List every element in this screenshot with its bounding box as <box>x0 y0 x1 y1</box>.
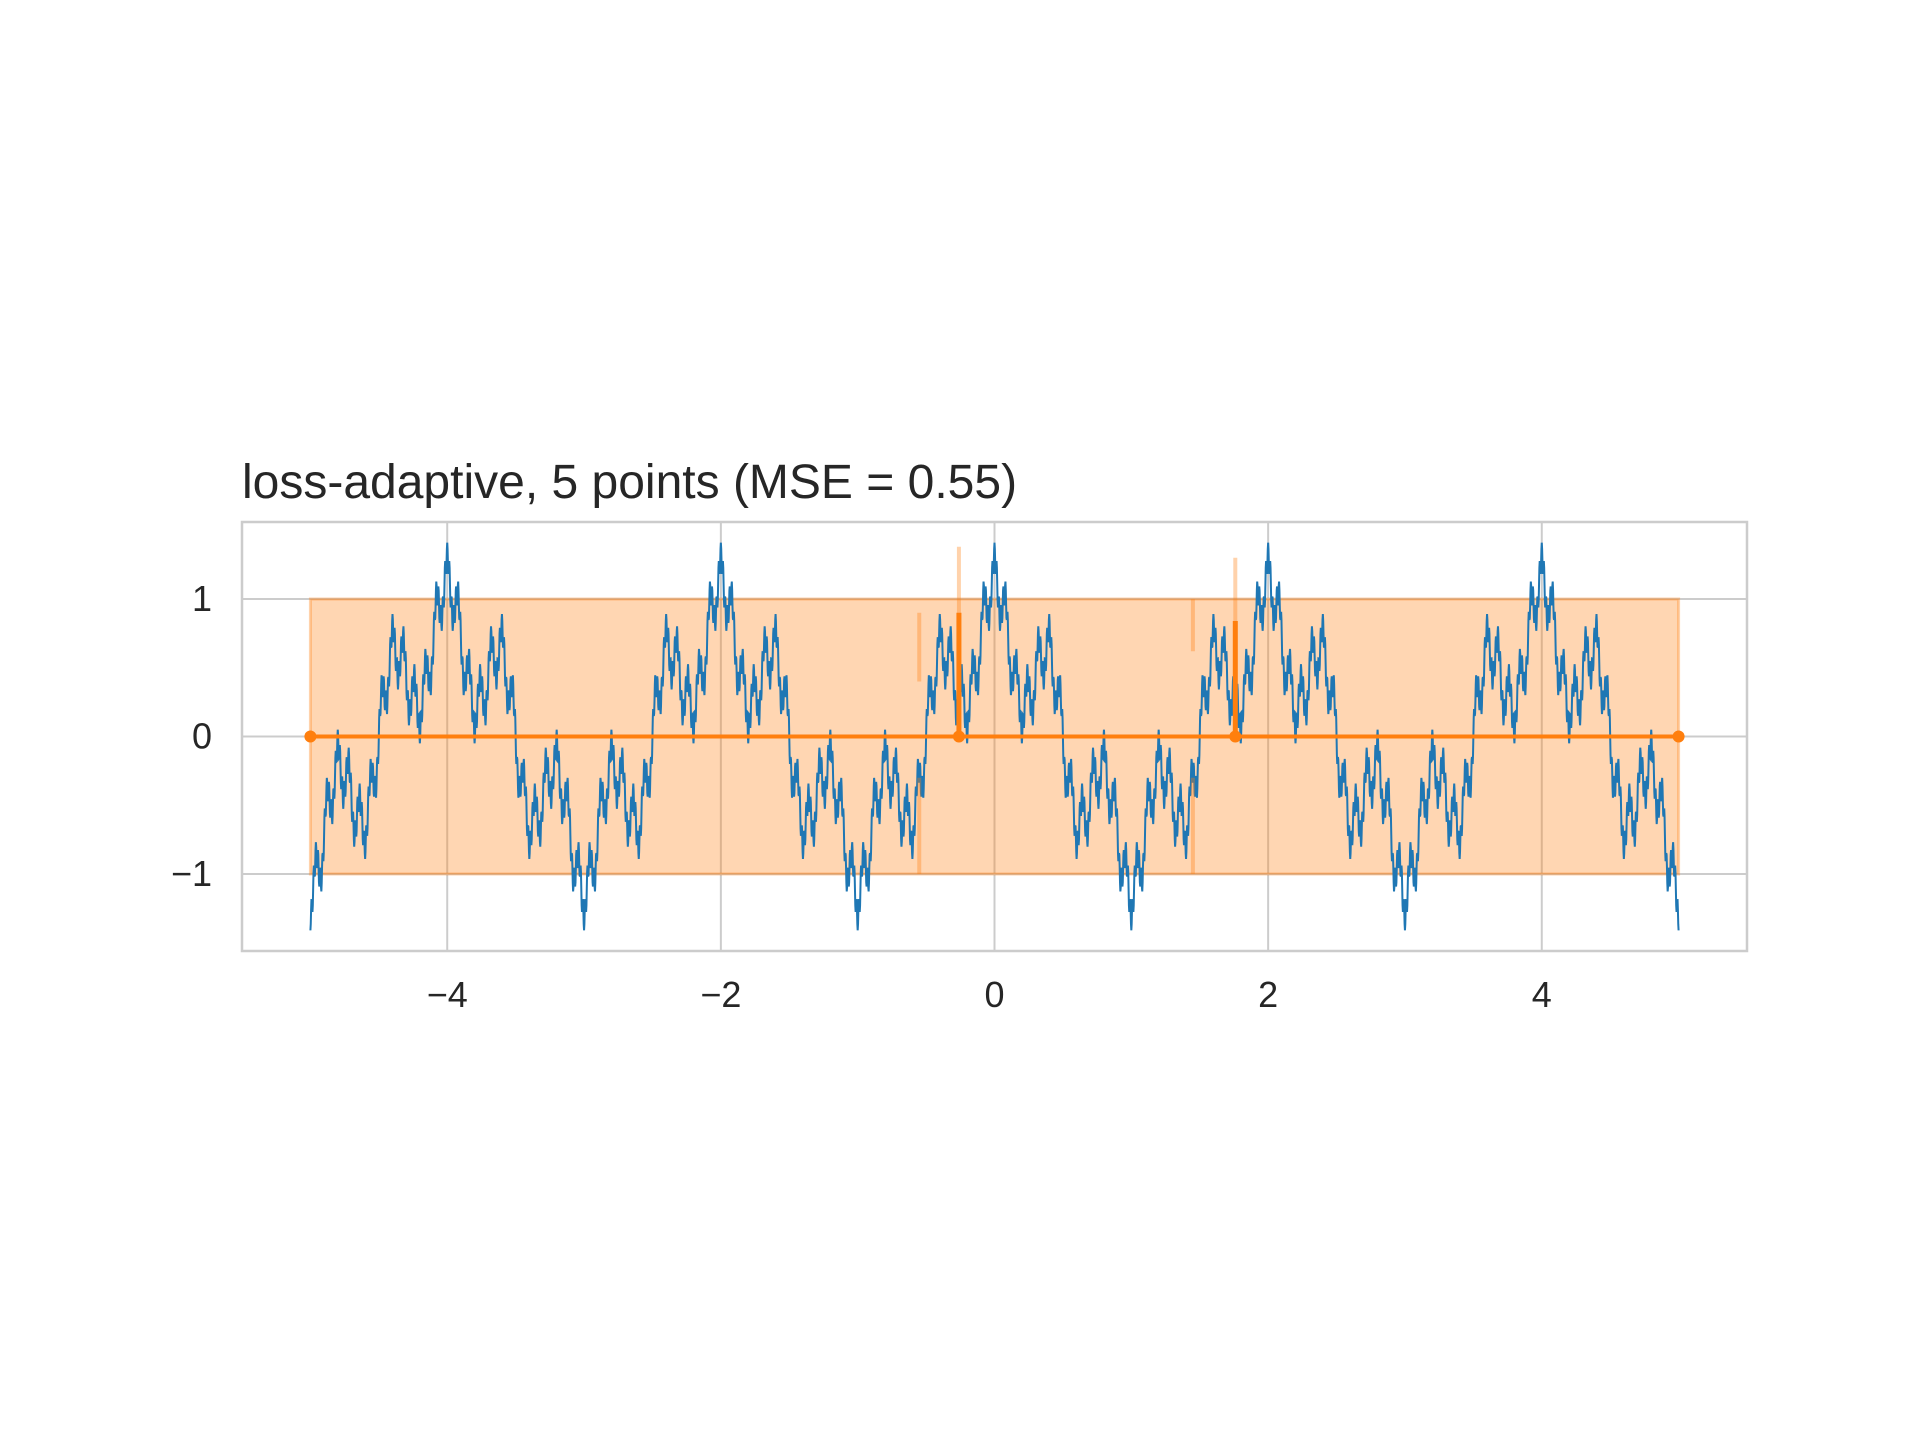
x-tick-label: 0 <box>984 974 1004 1015</box>
model-series <box>304 546 1685 874</box>
y-axis-ticks: −1 0 1 <box>171 578 212 894</box>
model-point <box>1229 730 1242 743</box>
true-function-line <box>309 542 1680 931</box>
x-tick-label: −4 <box>427 974 468 1015</box>
x-axis-ticks: −4 −2 0 2 4 <box>427 974 1552 1015</box>
chart-title: loss-adaptive, 5 points (MSE = 0.55) <box>242 456 1017 509</box>
x-tick-label: −2 <box>700 974 741 1015</box>
y-tick-label: 0 <box>192 716 212 757</box>
plot-frame <box>240 520 1749 953</box>
y-tick-label: 1 <box>192 578 212 619</box>
model-point <box>304 730 317 743</box>
y-tick-label: −1 <box>171 853 212 894</box>
true-function-series <box>309 542 1680 931</box>
model-point <box>1672 730 1685 743</box>
x-tick-label: 4 <box>1532 974 1552 1015</box>
x-tick-label: 2 <box>1258 974 1278 1015</box>
model-point <box>952 730 965 743</box>
